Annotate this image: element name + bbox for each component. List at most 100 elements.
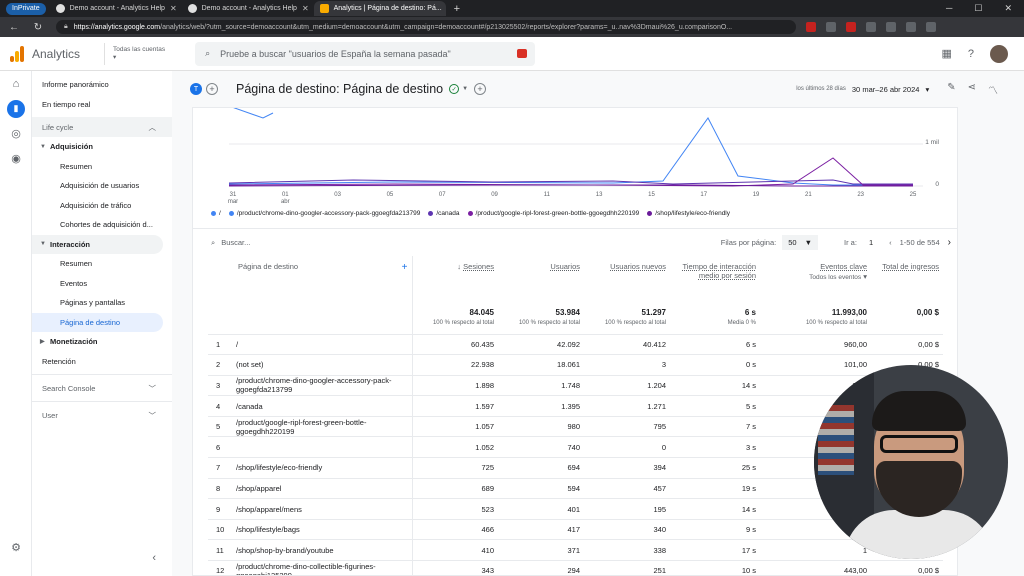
favorites-icon[interactable] xyxy=(886,22,896,32)
collapse-nav-icon[interactable]: ‹ xyxy=(152,552,156,564)
total-value: 0,00 $ xyxy=(916,308,939,317)
table-search[interactable]: ⌕ Buscar... xyxy=(211,238,250,248)
key-events-filter[interactable]: Todos los eventos xyxy=(809,274,862,281)
nav-item-traffic-acquisition[interactable]: Adquisición de tráfico xyxy=(32,196,172,216)
date-range-picker[interactable]: los últimos 28 días 30 mar–26 abr 2024 ▾ xyxy=(796,85,929,94)
share-icon[interactable]: ⋖ xyxy=(967,81,976,93)
nav-item-cohorts[interactable]: Cohortes de adquisición d... xyxy=(32,215,172,235)
column-header-users[interactable]: Usuarios xyxy=(498,256,584,306)
home-icon[interactable]: ⌂ xyxy=(12,77,20,90)
check-icon[interactable]: ✓ xyxy=(449,84,460,94)
legend-item[interactable]: /shop/lifestyle/eco-friendly xyxy=(647,210,730,217)
close-window-icon[interactable]: ✕ xyxy=(1004,3,1012,13)
address-bar[interactable]: 🔒︎ https://analytics.google.com/analytic… xyxy=(56,20,796,34)
advertising-icon[interactable]: ◉ xyxy=(11,153,21,165)
nav-label: Adquisición de usuarios xyxy=(60,181,140,191)
explore-icon[interactable]: ◎ xyxy=(11,128,21,140)
nav-overview[interactable]: Informe panorámico xyxy=(32,75,172,95)
column-header-revenue[interactable]: Total de ingresos xyxy=(871,256,943,306)
nav-group-adquisicion[interactable]: ▼ Adquisición xyxy=(32,137,172,157)
minimize-icon[interactable]: ─ xyxy=(945,3,953,13)
landing-page-cell[interactable]: /shop/apparel/mens xyxy=(230,498,413,520)
browser-tab[interactable]: Demo account - Analytics Help ✕ xyxy=(182,1,310,16)
column-header-sessions[interactable]: ↓ Sesiones xyxy=(412,256,498,306)
extension-icon[interactable] xyxy=(846,22,856,32)
add-dimension-icon[interactable]: + xyxy=(401,262,408,273)
prev-page-icon[interactable]: ‹ xyxy=(889,238,892,247)
legend-item[interactable]: /product/chrome-dino-googler-accessory-p… xyxy=(228,210,420,217)
landing-page-cell[interactable]: /product/chrome-dino-collectible-figurin… xyxy=(230,560,413,575)
nav-retencion[interactable]: Retención xyxy=(32,352,172,372)
help-icon[interactable]: ? xyxy=(967,47,974,60)
extension-icon[interactable] xyxy=(806,22,816,32)
maximize-icon[interactable]: ☐ xyxy=(974,3,983,13)
search-placeholder: Pruebe a buscar "usuarios de España la s… xyxy=(220,48,451,59)
profile-icon[interactable] xyxy=(926,22,936,32)
nav-group-monetizacion[interactable]: ▶ Monetización xyxy=(32,332,172,352)
extension-icon[interactable] xyxy=(866,22,876,32)
legend-item[interactable]: /product/google-ripl-forest-green-bottle… xyxy=(467,210,639,217)
landing-page-cell[interactable]: /product/google-ripl-forest-green-bottle… xyxy=(230,416,413,438)
extension-icon[interactable] xyxy=(826,22,836,32)
legend-item[interactable]: /canada xyxy=(428,210,460,217)
landing-page-cell[interactable]: /shop/lifestyle/bags xyxy=(230,519,413,541)
dimension-header[interactable]: Página de destino + xyxy=(208,256,413,306)
section-lifecycle[interactable]: Life cycle ︿ xyxy=(32,117,172,137)
insights-icon[interactable]: 〽 xyxy=(988,85,998,97)
landing-page-cell[interactable]: / xyxy=(230,334,413,356)
nav-item-user-acquisition[interactable]: Adquisición de usuarios xyxy=(32,176,172,196)
x-tick-label: 23 xyxy=(857,192,864,198)
nav-item-resumen[interactable]: Resumen xyxy=(32,254,172,274)
table-row[interactable]: 1/60.435 42.092 40.412 6 s 960,00 0,00 $ xyxy=(208,334,943,356)
close-tab-icon[interactable]: ✕ xyxy=(169,4,177,13)
nav-item-resumen[interactable]: Resumen xyxy=(32,157,172,177)
table-row[interactable]: 12/product/chrome-dino-collectible-figur… xyxy=(208,560,943,575)
landing-page-cell[interactable] xyxy=(230,436,413,459)
apps-grid-icon[interactable]: ▦ xyxy=(941,48,952,60)
next-page-icon[interactable]: › xyxy=(947,237,951,248)
column-header-new-users[interactable]: Usuarios nuevos xyxy=(584,256,670,306)
nav-item-pages-screens[interactable]: Páginas y pantallas xyxy=(32,293,172,313)
landing-page-cell[interactable]: /product/chrome-dino-googler-accessory-p… xyxy=(230,375,413,397)
browser-tab[interactable]: Demo account - Analytics Help ✕ xyxy=(50,1,178,16)
nav-group-interaccion[interactable]: ▼ Interacción xyxy=(32,234,163,254)
landing-page-cell[interactable]: /shop/shop-by-brand/youtube xyxy=(230,539,413,562)
landing-page-cell[interactable]: (not set) xyxy=(230,354,413,376)
account-picker[interactable]: Todas las cuentas ▾ xyxy=(104,42,165,65)
column-header-key-events[interactable]: Eventos clave Todos los eventos ▾ xyxy=(760,256,871,306)
section-search-console[interactable]: Search Console ﹀ xyxy=(32,378,172,398)
back-icon[interactable]: ← xyxy=(9,21,19,33)
legend-swatch xyxy=(428,210,434,216)
nav-item-landing-page[interactable]: Página de destino xyxy=(32,312,163,332)
section-user[interactable]: User ﹀ xyxy=(32,405,172,425)
close-tab-icon[interactable]: ✕ xyxy=(301,4,309,13)
nav-realtime[interactable]: En tiempo real xyxy=(32,95,172,115)
landing-page-cell[interactable]: /canada xyxy=(230,395,413,417)
nav-item-eventos[interactable]: Eventos xyxy=(32,274,172,294)
comparison-badge[interactable]: T xyxy=(190,83,202,95)
goto-input[interactable]: 1 xyxy=(868,238,874,247)
add-filter-icon[interactable]: + xyxy=(474,83,487,95)
reload-icon[interactable]: ↻ xyxy=(33,21,43,33)
customize-report-icon[interactable]: ✎ xyxy=(947,81,956,93)
landing-page-cell[interactable]: /shop/apparel xyxy=(230,478,413,500)
search-input[interactable]: ⌕ Pruebe a buscar "usuarios de España la… xyxy=(195,41,536,66)
avatar[interactable] xyxy=(990,44,1008,63)
nav-label: Monetización xyxy=(50,337,98,347)
inprivate-badge[interactable]: InPrivate xyxy=(6,2,46,15)
y-tick-label: 1 mil xyxy=(925,139,939,146)
add-comparison-icon[interactable]: + xyxy=(206,83,218,95)
browser-tab-active[interactable]: Analytics | Página de destino: Pá...✕ xyxy=(313,1,446,16)
column-header-engagement-time[interactable]: Tiempo de interacción medio por sesión xyxy=(670,256,760,306)
rows-per-page-select[interactable]: 50 ▼ xyxy=(782,235,819,250)
x-tick-label: 15 xyxy=(648,192,655,198)
landing-page-cell[interactable]: /shop/lifestyle/eco-friendly xyxy=(230,457,413,479)
legend-item[interactable]: / xyxy=(211,210,221,217)
new-tab-icon[interactable]: + xyxy=(453,2,461,15)
chevron-down-icon[interactable]: ▼ xyxy=(462,86,469,92)
collections-icon[interactable] xyxy=(906,22,916,32)
metric-cell: 3 s xyxy=(670,436,760,459)
gear-icon[interactable]: ⚙ xyxy=(11,542,21,554)
reports-icon[interactable]: ▮ xyxy=(0,96,32,121)
